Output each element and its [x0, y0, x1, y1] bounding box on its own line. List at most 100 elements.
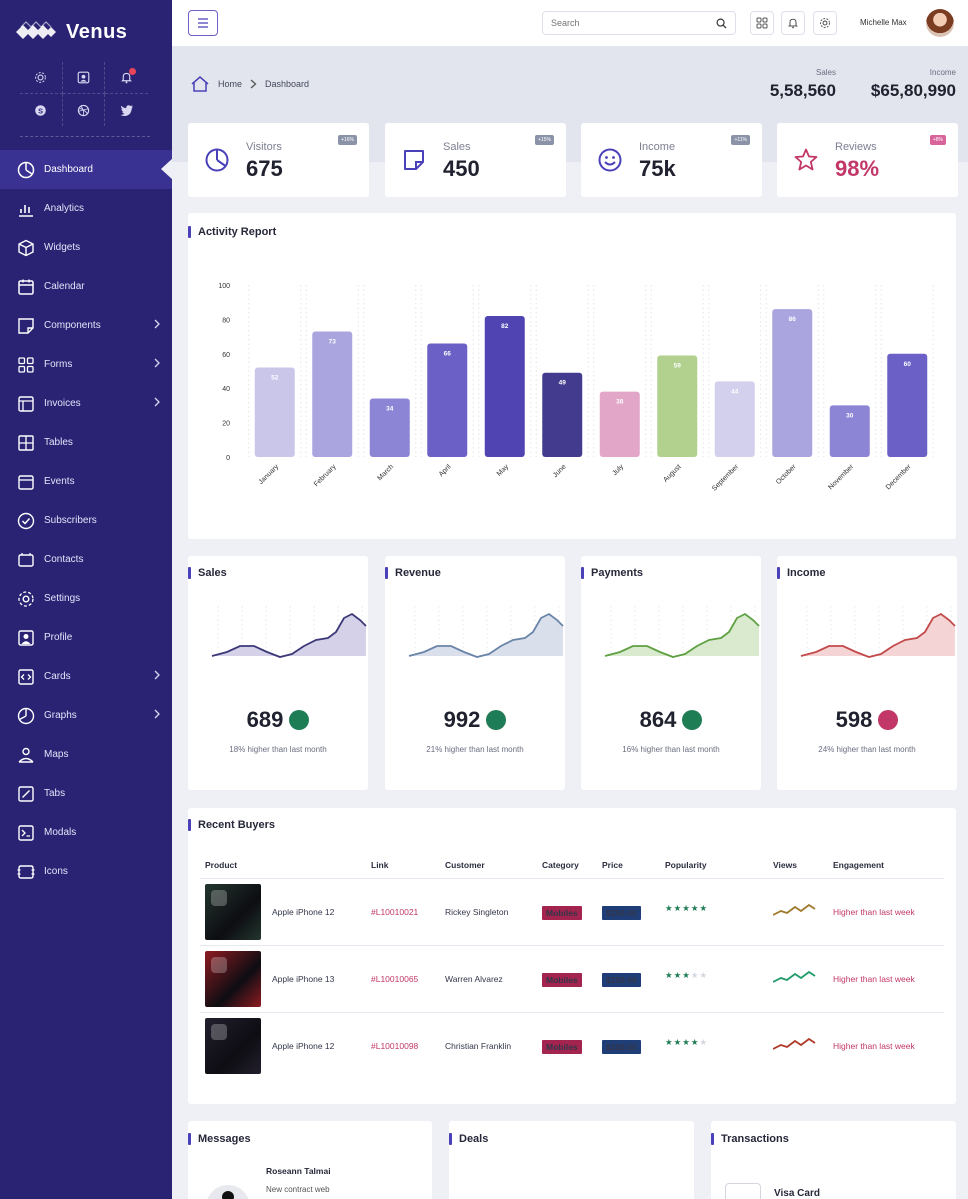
sidebar-item-components[interactable]: Components: [0, 306, 172, 345]
stat-card-sales[interactable]: Sales 450 +15%: [385, 123, 566, 197]
sidebar-item-contacts[interactable]: Contacts: [0, 540, 172, 579]
bar-may[interactable]: [484, 315, 525, 457]
arrow-down-right-icon: [802, 710, 899, 762]
topbar: Michelle Max: [172, 0, 968, 46]
sidebar-item-widgets[interactable]: Widgets: [0, 228, 172, 267]
logo[interactable]: Venus: [14, 18, 127, 46]
activity-report-card: Activity Report 0 20 40 60 80 100 52 January 73 F…: [188, 213, 956, 539]
message-sender[interactable]: Roseann Talmai: [266, 1166, 331, 1176]
sidebar-item-label: Tables: [44, 437, 73, 448]
deals-card: Deals: [449, 1121, 694, 1199]
product-image[interactable]: [205, 951, 261, 1007]
order-link[interactable]: #L10010065: [371, 974, 419, 984]
metric-caption: 24% higher than last month: [818, 745, 916, 754]
customer-name: Rickey Singleton: [445, 907, 509, 917]
sidebar-item-modals[interactable]: Modals: [0, 813, 172, 852]
table-row[interactable]: Apple iPhone 13 #L10010065 Warren Alvarez M…: [200, 945, 944, 1012]
bar-february[interactable]: [312, 331, 353, 457]
bar-march[interactable]: [369, 398, 410, 457]
stat-label: Visitors: [246, 141, 282, 153]
stat-card-reviews[interactable]: Reviews 98% +8%: [777, 123, 958, 197]
star-icon: ★: [690, 1037, 700, 1047]
stat-label: Reviews: [835, 141, 877, 153]
section-title: Recent Buyers: [188, 819, 275, 831]
bar-october[interactable]: [772, 309, 813, 457]
sidebar-item-events[interactable]: Events: [0, 462, 172, 501]
avatar[interactable]: [926, 9, 954, 37]
product-image[interactable]: [205, 1018, 261, 1074]
apps-grid-icon[interactable]: [750, 11, 774, 35]
column-header[interactable]: Product: [205, 860, 238, 870]
menu-toggle-button[interactable]: [188, 10, 218, 36]
stat-card-income[interactable]: Income 75k +11%: [581, 123, 762, 197]
dashboard-icon: [16, 160, 36, 180]
search-input[interactable]: [551, 18, 701, 28]
sidebar-item-graphs[interactable]: Graphs: [0, 696, 172, 735]
column-header[interactable]: Views: [773, 860, 797, 870]
twitter-icon[interactable]: [105, 94, 148, 126]
settings-gear-icon[interactable]: [813, 11, 837, 35]
user-card-icon[interactable]: [62, 62, 106, 94]
home-icon[interactable]: [190, 75, 210, 93]
sidebar-item-calendar[interactable]: Calendar: [0, 267, 172, 306]
chevron-right-icon: [250, 79, 257, 89]
bar-november[interactable]: [829, 405, 870, 457]
bar-june[interactable]: [542, 372, 583, 457]
column-header[interactable]: Popularity: [665, 860, 707, 870]
header-sales-label: Sales: [815, 68, 836, 77]
sidebar-item-maps[interactable]: Maps: [0, 735, 172, 774]
star-icon: ★: [682, 903, 691, 913]
product-image[interactable]: [205, 884, 261, 940]
sidebar-item-cards[interactable]: Cards: [0, 657, 172, 696]
sidebar-item-forms[interactable]: Forms: [0, 345, 172, 384]
bell-icon[interactable]: [105, 62, 148, 94]
bar-july[interactable]: [599, 391, 640, 457]
stat-label: Income: [639, 141, 676, 153]
metric-value: 598: [835, 707, 873, 732]
sidebar-item-dashboard[interactable]: Dashboard: [0, 150, 173, 189]
table-row[interactable]: Apple iPhone 12 #L10010098 Christian Frank…: [200, 1012, 944, 1079]
transaction-name[interactable]: Visa Card: [774, 1188, 820, 1199]
popularity-stars: ★★★★★: [665, 903, 708, 914]
bar-august[interactable]: [657, 355, 698, 457]
sidebar-item-settings[interactable]: Settings: [0, 579, 172, 618]
customer-name: Christian Franklin: [445, 1041, 512, 1051]
bar-september[interactable]: [714, 381, 755, 457]
sidebar-item-profile[interactable]: Profile: [0, 618, 172, 657]
column-header[interactable]: Price: [602, 860, 623, 870]
bar-december[interactable]: [887, 353, 928, 457]
sidebar-item-invoices[interactable]: Invoices: [0, 384, 172, 423]
skype-icon[interactable]: S: [20, 94, 63, 126]
message-preview[interactable]: New contract web: [266, 1185, 330, 1194]
column-header[interactable]: Link: [371, 860, 389, 870]
bar-april[interactable]: [427, 343, 468, 457]
section-title: Activity Report: [188, 226, 276, 238]
notification-bell-icon[interactable]: [781, 11, 805, 35]
x-tick-label: December: [885, 463, 913, 491]
table-row[interactable]: Apple iPhone 12 #L10010021 Rickey Singleto…: [200, 878, 944, 945]
column-header[interactable]: Customer: [445, 860, 485, 870]
column-header[interactable]: Category: [542, 860, 579, 870]
breadcrumb-home[interactable]: Home: [218, 79, 243, 89]
sidebar-item-subscribers[interactable]: Subscribers: [0, 501, 172, 540]
order-link[interactable]: #L10010098: [371, 1041, 419, 1051]
sidebar-item-tables[interactable]: Tables: [0, 423, 172, 462]
search-icon[interactable]: [716, 18, 727, 29]
y-tick-label: 100: [218, 283, 230, 290]
breadcrumb-current: Dashboard: [265, 79, 310, 89]
bar-january[interactable]: [254, 367, 295, 457]
header-income-stat: Income $65,80,990: [871, 68, 956, 101]
sidebar-item-analytics[interactable]: Analytics: [0, 189, 172, 228]
dribbble-icon[interactable]: [63, 94, 106, 126]
sidebar-item-label: Contacts: [44, 554, 84, 565]
metric-caption: 16% higher than last month: [622, 745, 720, 754]
recent-buyers-card: Recent Buyers Product Link Customer Cate…: [188, 808, 956, 1104]
bar-value-label: 38: [616, 399, 624, 406]
gear-icon[interactable]: [20, 62, 63, 94]
sidebar-item-tabs[interactable]: Tabs: [0, 774, 172, 813]
sidebar-item-icons[interactable]: Icons: [0, 852, 172, 891]
user-name[interactable]: Michelle Max: [860, 18, 907, 27]
order-link[interactable]: #L10010021: [371, 907, 419, 917]
stat-card-visitors[interactable]: Visitors 675 +16%: [188, 123, 369, 197]
column-header[interactable]: Engagement: [833, 860, 885, 870]
